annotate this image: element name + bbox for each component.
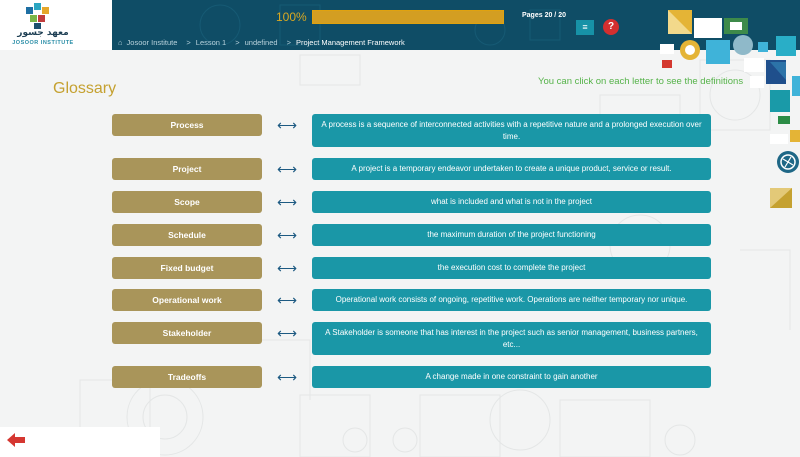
term-label: Process — [170, 120, 204, 130]
term-button-fixed-budget[interactable]: Fixed budget — [112, 257, 262, 279]
breadcrumb-separator: > — [286, 38, 291, 47]
term-label: Fixed budget — [160, 263, 214, 273]
breadcrumb-current: Project Management Framework — [295, 38, 405, 47]
term-button-schedule[interactable]: Schedule — [112, 224, 262, 246]
progress-bar — [312, 10, 504, 24]
breadcrumb-separator: > — [235, 38, 240, 47]
term-button-project[interactable]: Project — [112, 158, 262, 180]
double-arrow-icon: ⟷ — [276, 325, 298, 341]
page-counter: Pages 20 / 20 — [522, 12, 566, 19]
header: معهد جسور JOSOOR INSTITUTE 100% Pages 20… — [0, 0, 800, 50]
breadcrumb-item[interactable]: Lesson 1 — [195, 38, 227, 47]
term-button-stakeholder[interactable]: Stakeholder — [112, 322, 262, 344]
double-arrow-icon: ⟷ — [276, 161, 298, 177]
definition-schedule: the maximum duration of the project func… — [312, 224, 711, 246]
help-button[interactable]: ? — [603, 19, 619, 35]
double-arrow-icon: ⟷ — [276, 117, 298, 133]
term-label: Tradeoffs — [167, 372, 207, 382]
definition-stakeholder: A Stakeholder is someone that has intere… — [312, 322, 711, 355]
logo: معهد جسور JOSOOR INSTITUTE — [0, 0, 112, 50]
globe-icon[interactable] — [777, 151, 799, 173]
definition-operational-work: Operational work consists of ongoing, re… — [312, 289, 711, 311]
term-label: Project — [172, 164, 202, 174]
progress-percentage: 100% — [276, 10, 307, 24]
logo-english: JOSOOR INSTITUTE — [12, 40, 74, 46]
double-arrow-icon: ⟷ — [276, 227, 298, 243]
definition-project: A project is a temporary endeavor undert… — [312, 158, 711, 180]
menu-button[interactable]: ≡ — [576, 20, 594, 35]
double-arrow-icon: ⟷ — [276, 260, 298, 276]
double-arrow-icon: ⟷ — [276, 194, 298, 210]
term-label: Schedule — [168, 230, 206, 240]
term-button-scope[interactable]: Scope — [112, 191, 262, 213]
term-button-tradeoffs[interactable]: Tradeoffs — [112, 366, 262, 388]
instruction-text: You can click on each letter to see the … — [538, 76, 744, 87]
breadcrumb: ⌂ Josoor Institute > Lesson 1 > undefined > Pro… — [118, 38, 409, 47]
back-arrow-icon[interactable] — [5, 431, 27, 449]
term-label: Operational work — [152, 295, 222, 305]
breadcrumb-item[interactable]: Josoor Institute — [126, 38, 178, 47]
definition-process: A process is a sequence of interconnecte… — [312, 114, 711, 147]
progress-fill — [313, 11, 503, 23]
definition-tradeoffs: A change made in one constraint to gain … — [312, 366, 711, 388]
breadcrumb-item[interactable]: undefined — [244, 38, 278, 47]
logo-mark-icon — [26, 3, 49, 29]
double-arrow-icon: ⟷ — [276, 292, 298, 308]
home-icon[interactable]: ⌂ — [118, 38, 123, 47]
double-arrow-icon: ⟷ — [276, 369, 298, 385]
breadcrumb-separator: > — [186, 38, 191, 47]
definition-scope: what is included and what is not in the … — [312, 191, 711, 213]
logo-arabic: معهد جسور — [17, 28, 69, 38]
term-button-operational-work[interactable]: Operational work — [112, 289, 262, 311]
term-button-process[interactable]: Process — [112, 114, 262, 136]
term-label: Scope — [174, 197, 200, 207]
term-label: Stakeholder — [162, 328, 212, 338]
definition-fixed-budget: the execution cost to complete the proje… — [312, 257, 711, 279]
page-title: Glossary — [53, 80, 117, 97]
